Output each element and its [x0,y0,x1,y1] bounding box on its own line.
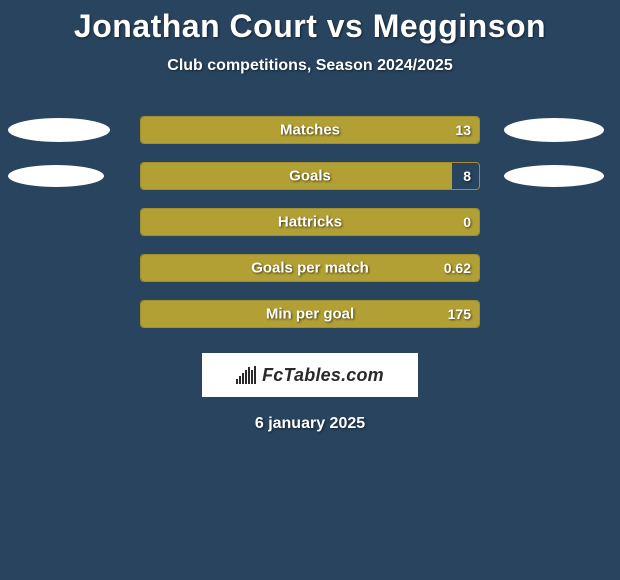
player-right-ellipse [504,165,604,187]
stat-row: Matches13 [0,107,620,153]
stat-row: Min per goal175 [0,291,620,337]
player-left-ellipse [8,165,104,187]
stat-bar-fill [141,117,479,143]
stat-bar: Goals8 [140,162,480,190]
brand-logo-text: FcTables.com [262,365,384,386]
player-right-ellipse [504,118,604,142]
stat-row: Hattricks0 [0,199,620,245]
player-left-ellipse [8,118,110,142]
brand-logo-box: FcTables.com [202,353,418,397]
stat-bar-fill [141,163,452,189]
page-subtitle: Club competitions, Season 2024/2025 [0,57,620,75]
stat-bar: Matches13 [140,116,480,144]
stat-row: Goals per match0.62 [0,245,620,291]
stat-bar: Goals per match0.62 [140,254,480,282]
stat-bar-fill [141,255,479,281]
stat-value: 8 [463,168,471,184]
page-title: Jonathan Court vs Megginson [0,0,620,45]
stat-bar-fill [141,301,479,327]
footer-date: 6 january 2025 [0,415,620,433]
comparison-chart: Matches13 Goals8 Hattricks0 Goals per match… [0,107,620,337]
stat-bar: Hattricks0 [140,208,480,236]
stat-bar: Min per goal175 [140,300,480,328]
stat-row: Goals8 [0,153,620,199]
bar-chart-icon [236,366,256,384]
stat-bar-fill [141,209,479,235]
